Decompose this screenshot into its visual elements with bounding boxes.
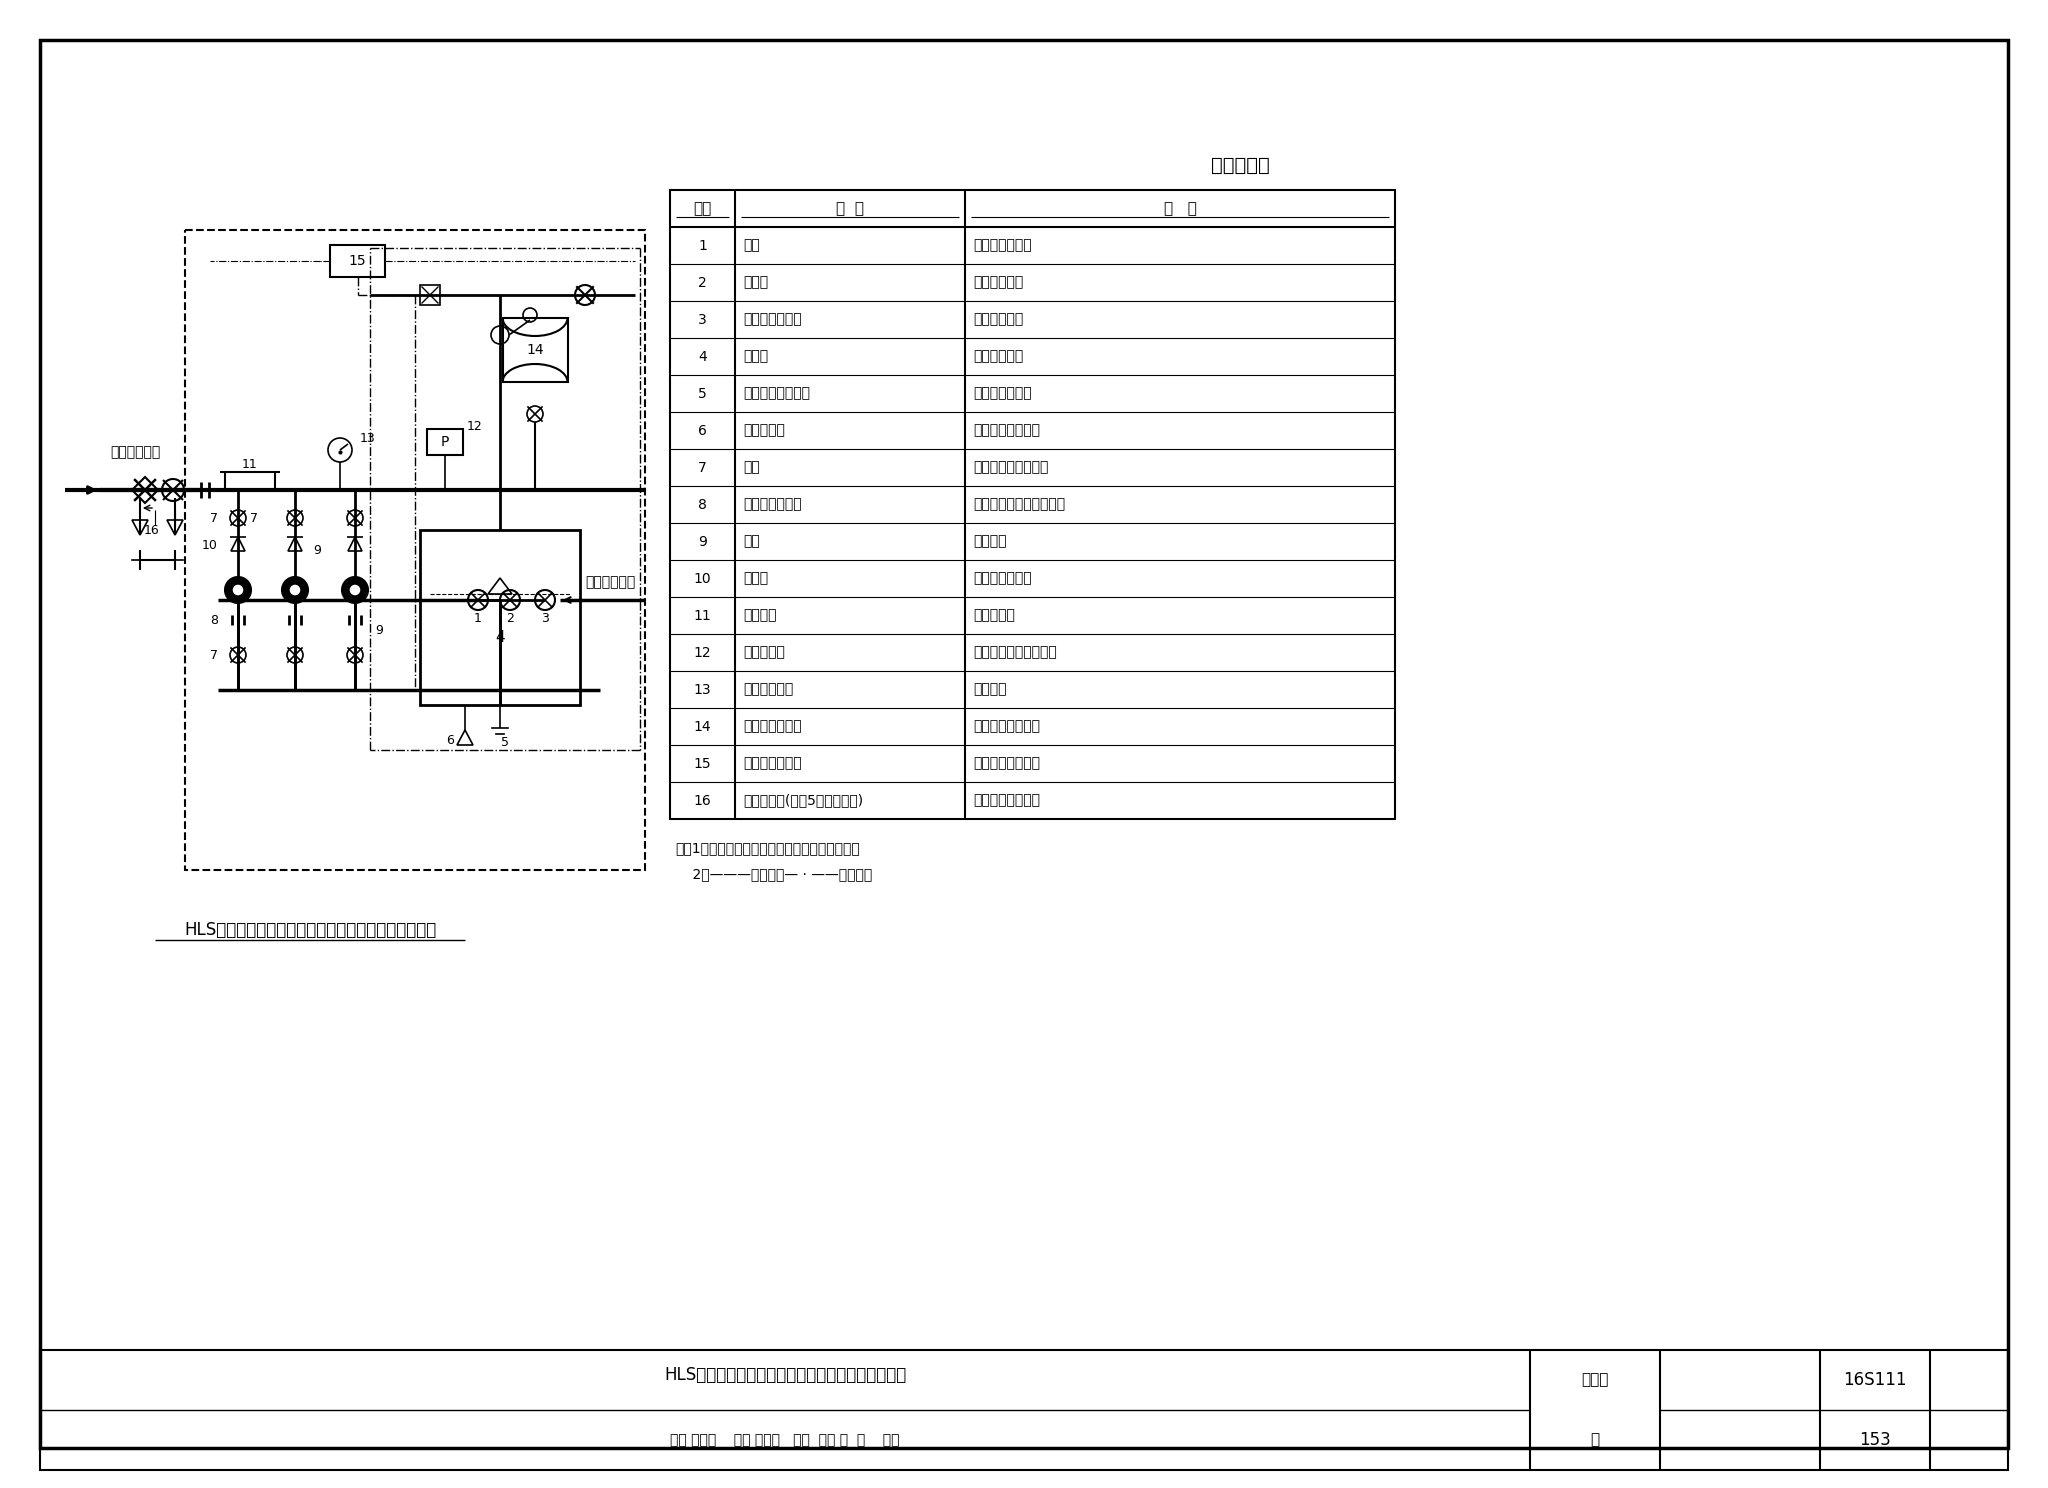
Text: 水泵进、出口控制阀: 水泵进、出口控制阀 xyxy=(973,460,1049,475)
Text: 13: 13 xyxy=(694,683,711,696)
Text: 检测设备出水供水压力: 检测设备出水供水压力 xyxy=(973,646,1057,659)
Circle shape xyxy=(289,583,301,597)
Text: 消毒器接口(序号5未设置时用): 消毒器接口(序号5未设置时用) xyxy=(743,793,862,808)
Text: 16: 16 xyxy=(694,793,711,808)
Text: 4: 4 xyxy=(496,629,504,644)
Circle shape xyxy=(342,577,369,603)
Text: 5: 5 xyxy=(698,387,707,400)
Text: 页: 页 xyxy=(1591,1433,1599,1448)
Text: 11: 11 xyxy=(694,609,711,622)
Text: 12: 12 xyxy=(694,646,711,659)
Bar xyxy=(420,530,580,705)
Text: 12: 12 xyxy=(467,420,483,433)
Text: 15: 15 xyxy=(348,254,367,268)
Text: 过滤器: 过滤器 xyxy=(743,275,768,290)
Circle shape xyxy=(348,583,360,597)
Bar xyxy=(41,1350,2007,1470)
Text: 10: 10 xyxy=(203,539,217,552)
Text: 供用户用水: 供用户用水 xyxy=(973,609,1016,622)
Text: 用   途: 用 途 xyxy=(1163,201,1196,216)
Text: 4: 4 xyxy=(698,350,707,363)
Bar xyxy=(184,231,645,870)
Text: 止回阀: 止回阀 xyxy=(743,571,768,585)
Text: 6: 6 xyxy=(698,424,707,437)
Text: 阀门: 阀门 xyxy=(743,238,760,253)
Text: 控制水泵变频运行: 控制水泵变频运行 xyxy=(973,756,1040,771)
Bar xyxy=(420,286,440,305)
Text: 出水总管: 出水总管 xyxy=(743,609,776,622)
Text: 隔膜式气压水罐: 隔膜式气压水罐 xyxy=(743,720,801,734)
Text: 可曲挠橡胶接头: 可曲挠橡胶接头 xyxy=(743,497,801,512)
Text: 16: 16 xyxy=(143,524,160,537)
Text: 2: 2 xyxy=(698,275,707,290)
Text: P: P xyxy=(440,434,449,449)
Text: 不锈钢滤网: 不锈钢滤网 xyxy=(743,424,784,437)
Text: 9: 9 xyxy=(375,623,383,637)
Text: 1: 1 xyxy=(473,612,481,625)
Text: 主要部件表: 主要部件表 xyxy=(1210,156,1270,174)
Text: HLS系列微机控制变频调速供水设备组成及控制原理图: HLS系列微机控制变频调速供水设备组成及控制原理图 xyxy=(184,921,436,939)
Text: 14: 14 xyxy=(694,720,711,734)
Text: 3: 3 xyxy=(698,312,707,326)
Text: 2: 2 xyxy=(506,612,514,625)
Text: 5: 5 xyxy=(502,735,510,748)
Text: 11: 11 xyxy=(242,457,258,470)
Text: 智能变频控制柜: 智能变频控制柜 xyxy=(743,756,801,771)
Text: 水箱自洁消毒装置: 水箱自洁消毒装置 xyxy=(743,387,811,400)
Text: 7: 7 xyxy=(211,649,217,662)
Text: 6: 6 xyxy=(446,734,455,747)
Text: 8: 8 xyxy=(211,613,217,626)
Text: 水箱进水控制阀: 水箱进水控制阀 xyxy=(973,238,1032,253)
Text: 审核 罗定元    校对 刘旭军   胡颖  设计 施  炜    范峰: 审核 罗定元 校对 刘旭军 胡颖 设计 施 炜 范峰 xyxy=(670,1433,899,1446)
Text: 8: 8 xyxy=(698,497,707,512)
Text: 9: 9 xyxy=(698,534,707,549)
Text: 序号: 序号 xyxy=(694,201,711,216)
Text: 153: 153 xyxy=(1860,1431,1890,1449)
Text: 供连接消毒装置用: 供连接消毒装置用 xyxy=(973,793,1040,808)
Bar xyxy=(670,190,1395,818)
Text: 1: 1 xyxy=(698,238,707,253)
Text: 10: 10 xyxy=(694,571,711,585)
Text: 储存所需水量: 储存所需水量 xyxy=(973,350,1024,363)
Text: 保持系统压力稳定: 保持系统压力稳定 xyxy=(973,720,1040,734)
Text: 7: 7 xyxy=(250,512,258,524)
Text: 注：1．图中虚线框内为厂家成套设备供货范围。: 注：1．图中虚线框内为厂家成套设备供货范围。 xyxy=(676,841,860,856)
Text: 隔振、便于管路拆卸检修: 隔振、便于管路拆卸检修 xyxy=(973,497,1065,512)
Text: 图集号: 图集号 xyxy=(1581,1372,1608,1387)
Text: 储水箱: 储水箱 xyxy=(743,350,768,363)
Bar xyxy=(426,429,463,455)
Text: 2．———控制线；— · ——信号线。: 2．———控制线；— · ——信号线。 xyxy=(676,868,872,881)
Text: 液压水位控制阀: 液压水位控制阀 xyxy=(743,312,801,326)
Text: 滤除水中杂质: 滤除水中杂质 xyxy=(973,275,1024,290)
Text: 对水箱储水消毒: 对水箱储水消毒 xyxy=(973,387,1032,400)
Text: 超压保护: 超压保护 xyxy=(973,683,1006,696)
Text: 15: 15 xyxy=(694,756,711,771)
Text: 压力传感器: 压力传感器 xyxy=(743,646,784,659)
Text: 防止蚊虫进入水箱: 防止蚊虫进入水箱 xyxy=(973,424,1040,437)
Text: 名  称: 名 称 xyxy=(836,201,864,216)
Text: 9: 9 xyxy=(313,543,322,557)
Text: 接至用户管网: 接至用户管网 xyxy=(111,445,160,458)
Circle shape xyxy=(283,577,307,603)
Text: 水泵: 水泵 xyxy=(743,534,760,549)
Text: 16S111: 16S111 xyxy=(1843,1370,1907,1388)
Text: HLS系列微机控制变频调速供水设备组成及控制原理: HLS系列微机控制变频调速供水设备组成及控制原理 xyxy=(664,1366,905,1384)
Text: 电接点压力表: 电接点压力表 xyxy=(743,683,793,696)
Text: 13: 13 xyxy=(360,432,375,445)
Text: 14: 14 xyxy=(526,344,545,357)
Circle shape xyxy=(231,583,244,597)
Bar xyxy=(502,318,567,382)
Text: 7: 7 xyxy=(211,512,217,524)
Text: 水箱自动补水: 水箱自动补水 xyxy=(973,312,1024,326)
Text: 阀门: 阀门 xyxy=(743,460,760,475)
Text: 防止压力水回流: 防止压力水回流 xyxy=(973,571,1032,585)
Text: 接自供水管网: 接自供水管网 xyxy=(586,574,635,589)
Text: 3: 3 xyxy=(541,612,549,625)
Circle shape xyxy=(225,577,252,603)
Text: 增压供水: 增压供水 xyxy=(973,534,1006,549)
Text: 7: 7 xyxy=(698,460,707,475)
Bar xyxy=(330,246,385,277)
